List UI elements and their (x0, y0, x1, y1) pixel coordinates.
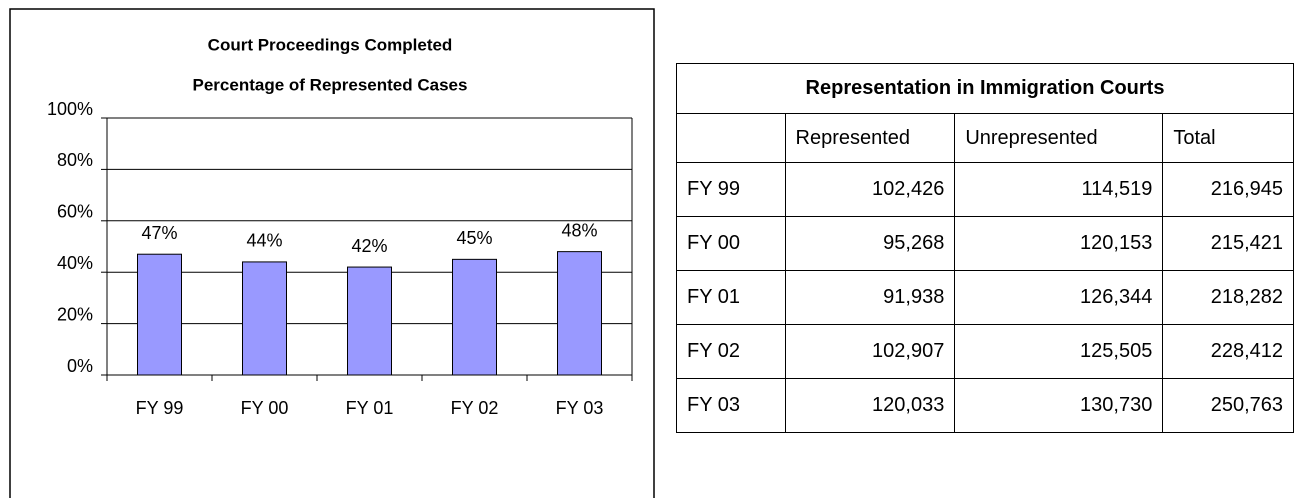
table-cell: 218,282 (1162, 270, 1294, 325)
table-cell: 228,412 (1162, 324, 1294, 379)
table-title-row: Representation in Immigration Courts (676, 63, 1294, 114)
header-cell (676, 113, 786, 163)
bar (452, 258, 497, 376)
y-tick-label: 20% (57, 304, 93, 324)
chart-border (9, 8, 655, 498)
table-cell: FY 01 (676, 270, 786, 325)
table-row: FY 00 95,268 120,153 215,421 (676, 216, 1294, 271)
bar (557, 251, 602, 376)
table-cell: 126,344 (954, 270, 1164, 325)
table-cell: 102,426 (784, 162, 956, 217)
chart-title: Court Proceedings Completed (208, 35, 453, 54)
y-tick-label: 0% (67, 356, 93, 376)
table-cell: 216,945 (1162, 162, 1294, 217)
header-row: Represented Unrepresented Total (676, 113, 1294, 163)
value-label: 42% (351, 236, 387, 256)
x-tick-label: FY 01 (346, 398, 394, 418)
value-label: 48% (561, 220, 597, 240)
value-label: 47% (141, 223, 177, 243)
table-row: FY 03 120,033 130,730 250,763 (676, 378, 1294, 433)
table-cell: 114,519 (954, 162, 1164, 217)
bar (137, 253, 182, 376)
table: Representation in Immigration Courts Rep… (676, 63, 1294, 433)
header-cell: Unrepresented (954, 113, 1164, 163)
y-tick-label: 100% (47, 99, 93, 119)
table-cell: FY 03 (676, 378, 786, 433)
table-cell: 250,763 (1162, 378, 1294, 433)
table-row: FY 99 102,426 114,519 216,945 (676, 162, 1294, 217)
x-tick-label: FY 00 (241, 398, 289, 418)
chart: Court Proceedings Completed Percentage o… (9, 8, 655, 498)
x-tick-label: FY 02 (451, 398, 499, 418)
table-cell: 130,730 (954, 378, 1164, 433)
table-cell: 215,421 (1162, 216, 1294, 271)
table-row: FY 02 102,907 125,505 228,412 (676, 324, 1294, 379)
value-label: 45% (456, 228, 492, 248)
y-tick-label: 80% (57, 150, 93, 170)
table-cell: 125,505 (954, 324, 1164, 379)
chart-subtitle: Percentage of Represented Cases (193, 75, 468, 94)
table-cell: 95,268 (784, 216, 956, 271)
y-tick-label: 60% (57, 202, 93, 222)
table-row: FY 01 91,938 126,344 218,282 (676, 270, 1294, 325)
x-tick-label: FY 99 (136, 398, 184, 418)
table-cell: FY 00 (676, 216, 786, 271)
table-cell: 120,153 (954, 216, 1164, 271)
x-tick-label: FY 03 (556, 398, 604, 418)
table-cell: FY 02 (676, 324, 786, 379)
table-cell: 120,033 (784, 378, 956, 433)
table-cell: 91,938 (784, 270, 956, 325)
value-label: 44% (246, 231, 282, 251)
y-tick-label: 40% (57, 253, 93, 273)
header-cell: Total (1162, 113, 1294, 163)
table-cell: FY 99 (676, 162, 786, 217)
bar (242, 261, 287, 376)
table-title: Representation in Immigration Courts (676, 63, 1294, 114)
header-cell: Represented (784, 113, 956, 163)
bar (347, 266, 392, 376)
table-cell: 102,907 (784, 324, 956, 379)
